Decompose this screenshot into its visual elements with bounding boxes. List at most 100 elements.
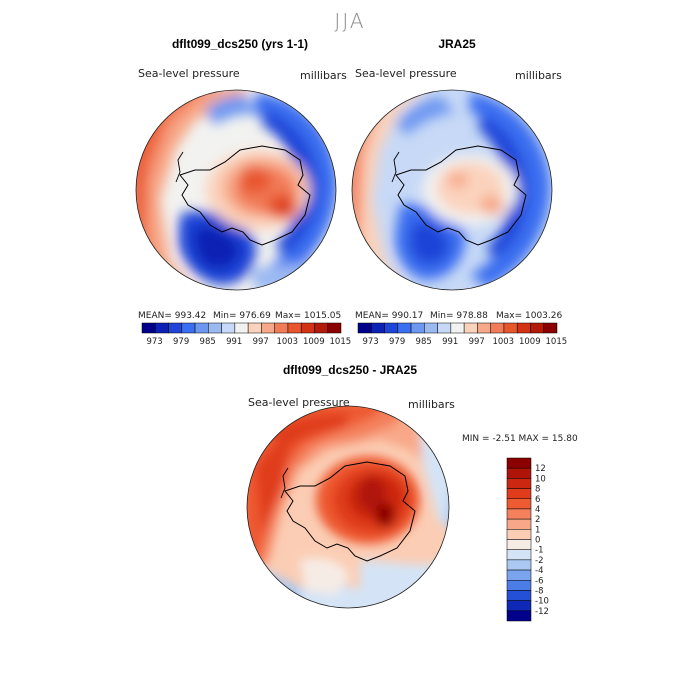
colorbar-difference-swatch xyxy=(506,590,532,601)
map-field-model xyxy=(136,90,336,290)
colorbar-reanalysis-swatch xyxy=(397,322,412,334)
colorbar-reanalysis-swatch xyxy=(450,322,465,334)
variable-label-model: Sea-level pressure xyxy=(138,67,240,80)
coastline-difference xyxy=(284,461,416,562)
units-label-reanalysis: millibars xyxy=(515,69,562,82)
coastline-reanalysis xyxy=(395,145,527,246)
colorbar-model: 973 979 985 991 997 1003 1009 1015 xyxy=(141,322,352,347)
colorbar-reanalysis-swatch xyxy=(437,322,452,334)
colorbar-reanalysis-tick-label: 985 xyxy=(416,337,432,347)
stat-min-model: Min= 976.69 xyxy=(213,311,271,321)
colorbar-difference-tick-label: -10 xyxy=(535,597,549,607)
variable-label-reanalysis: Sea-level pressure xyxy=(355,67,457,80)
colorbar-reanalysis-tick-label: 973 xyxy=(362,337,378,347)
panel-model: dflt099_dcs250 (yrs 1-1) Sea-level press… xyxy=(135,37,352,347)
colorbar-reanalysis-swatch xyxy=(424,322,438,334)
colorbar-model-swatch xyxy=(221,322,236,334)
colorbar-reanalysis-swatch xyxy=(477,322,491,334)
stat-max-model: Max= 1015.05 xyxy=(275,311,341,321)
colorbar-model-tick-label: 1009 xyxy=(303,337,325,347)
colorbar-difference-tick-label: -4 xyxy=(535,566,543,576)
colorbar-reanalysis-swatch xyxy=(357,322,372,334)
colorbar-difference-swatch xyxy=(506,600,532,612)
colorbar-reanalysis-swatch xyxy=(463,322,478,334)
map-boundary-model xyxy=(135,89,337,291)
colorbar-difference-swatch xyxy=(506,529,532,540)
stat-mean-reanalysis: MEAN= 990.17 xyxy=(355,311,423,321)
colorbar-model-swatch xyxy=(287,322,302,334)
map-field-reanalysis xyxy=(352,90,552,290)
map-boundary-reanalysis xyxy=(351,89,553,291)
colorbar-difference-swatch xyxy=(506,488,532,499)
colorbar-difference-swatch xyxy=(506,559,532,571)
colorbar-difference-swatch xyxy=(506,610,532,622)
variable-label-difference: Sea-level pressure xyxy=(248,396,350,409)
colorbar-difference-tick-label: 8 xyxy=(535,485,540,495)
colorbar-difference-swatch xyxy=(506,498,532,510)
colorbar-difference-tick-label: 0 xyxy=(535,536,540,546)
colorbar-difference-tick-label: -12 xyxy=(535,607,549,617)
colorbar-difference-tick-label: -1 xyxy=(535,546,543,556)
colorbar-reanalysis-swatch xyxy=(410,322,425,334)
coastline-model xyxy=(179,145,311,246)
colorbar-reanalysis-tick-label: 1003 xyxy=(492,337,514,347)
colorbar-reanalysis-swatch xyxy=(530,322,544,334)
colorbar-model-tick-label: 985 xyxy=(200,337,216,347)
colorbar-difference-swatch xyxy=(506,569,532,581)
colorbar-difference-tick-label: 12 xyxy=(535,464,546,474)
colorbar-model-swatch xyxy=(247,322,262,334)
colorbar-model-tick-label: 979 xyxy=(173,337,189,347)
map-boundary-difference xyxy=(246,405,450,609)
colorbar-difference-swatch xyxy=(506,478,532,489)
colorbar-reanalysis: 973 979 985 991 997 1003 1009 1015 xyxy=(357,322,568,347)
colorbar-reanalysis-tick-label: 979 xyxy=(389,337,405,347)
colorbar-model-swatch xyxy=(300,322,315,334)
colorbar-model-swatch xyxy=(155,322,169,334)
colorbar-difference-swatch xyxy=(506,467,532,479)
stat-max-reanalysis: Max= 1003.26 xyxy=(496,311,562,321)
colorbar-reanalysis-swatch xyxy=(371,322,385,334)
colorbar-model-swatch xyxy=(274,322,289,334)
south-america-coast-model xyxy=(175,151,184,183)
colorbar-model-swatch xyxy=(234,322,249,334)
south-america-coast-difference xyxy=(280,467,289,499)
colorbar-reanalysis-swatch xyxy=(543,322,558,334)
colorbar-model-swatch xyxy=(208,322,222,334)
units-label-difference: millibars xyxy=(408,398,455,411)
colorbar-model-tick-label: 973 xyxy=(146,337,162,347)
colorbar-model-swatch xyxy=(194,322,209,334)
colorbar-model-swatch xyxy=(261,322,275,334)
colorbar-difference-tick-label: 2 xyxy=(535,515,540,525)
south-america-coast-reanalysis xyxy=(391,151,400,183)
colorbar-difference-swatch xyxy=(506,508,532,520)
colorbar-difference-swatch xyxy=(506,457,532,469)
colorbar-difference-tick-label: -6 xyxy=(535,576,543,586)
colorbar-model-swatch xyxy=(141,322,156,334)
colorbar-reanalysis-tick-label: 1015 xyxy=(546,337,568,347)
panel-title-reanalysis: JRA25 xyxy=(438,37,476,51)
units-label-model: millibars xyxy=(300,69,347,82)
colorbar-difference-tick-label: -2 xyxy=(535,556,543,566)
colorbar-model-tick-label: 991 xyxy=(226,337,242,347)
colorbar-model-swatch xyxy=(181,322,196,334)
colorbar-reanalysis-tick-label: 997 xyxy=(469,337,485,347)
colorbar-difference-tick-label: -8 xyxy=(535,586,543,596)
colorbar-difference-tick-label: 6 xyxy=(535,495,540,505)
stat-min-reanalysis: Min= 978.88 xyxy=(430,311,488,321)
colorbar-reanalysis-swatch xyxy=(516,322,531,334)
panel-title-difference: dflt099_dcs250 - JRA25 xyxy=(283,363,417,377)
panel-reanalysis: JRA25 Sea-level pressure millibars xyxy=(351,37,568,347)
colorbar-difference-swatch xyxy=(506,539,532,550)
colorbar-difference-swatch xyxy=(506,580,532,591)
colorbar-difference-tick-label: 4 xyxy=(535,505,540,515)
stat-mean-model: MEAN= 993.42 xyxy=(138,311,206,321)
colorbar-model-tick-label: 1015 xyxy=(330,337,352,347)
colorbar-reanalysis-swatch xyxy=(503,322,518,334)
colorbar-reanalysis-tick-label: 991 xyxy=(442,337,458,347)
colorbar-reanalysis-swatch xyxy=(490,322,505,334)
colorbar-difference-tick-label: 10 xyxy=(535,474,546,484)
colorbar-model-swatch xyxy=(168,322,183,334)
colorbar-difference-swatch xyxy=(506,518,532,530)
